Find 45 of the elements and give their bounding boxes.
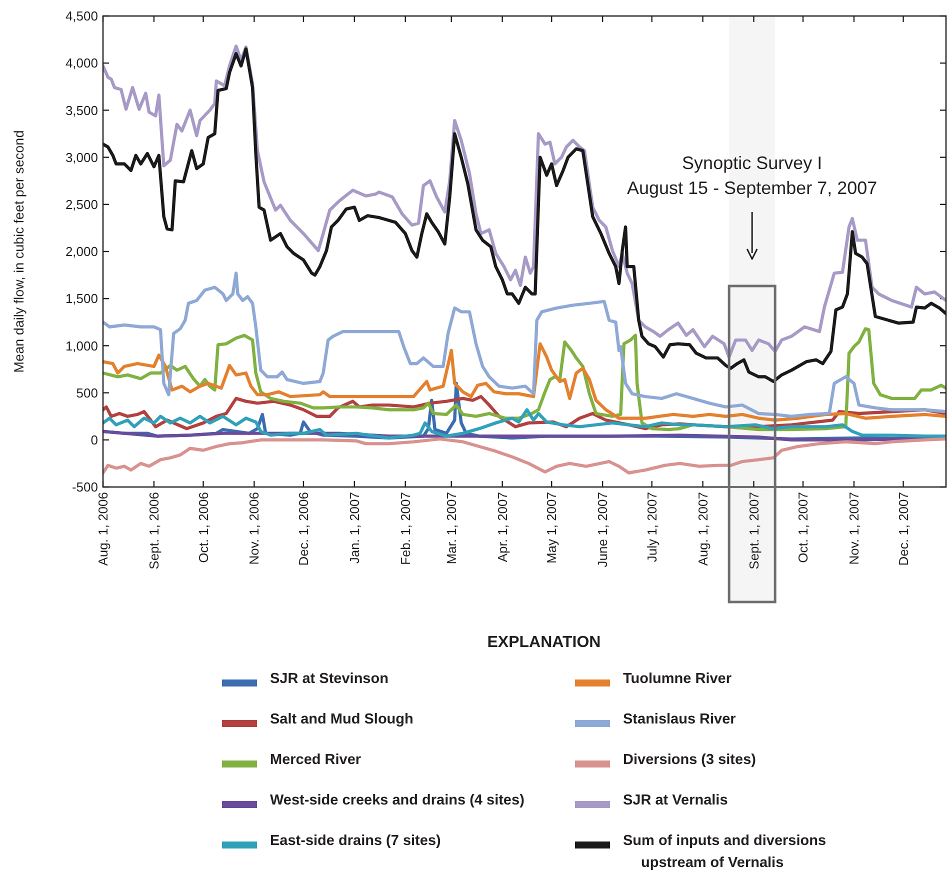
x-tick-label: Oct. 1, 2007 (796, 492, 811, 563)
legend-label: Stanislaus River (623, 712, 736, 728)
y-tick-label: 3,000 (65, 150, 98, 165)
x-tick-label: Aug. 1, 2007 (695, 492, 710, 566)
band-label: Synoptic Survey I August 15 - September 7, 2007 (627, 153, 878, 198)
x-tick-label: Sept. 1, 2006 (146, 492, 162, 570)
legend-label: Sum of inputs and diversions upstream of Vernalis (623, 833, 826, 871)
line-series (103, 342, 946, 422)
legend-title: EXPLANATION (487, 634, 601, 651)
x-tick-label: Apr. 1, 2007 (494, 492, 510, 562)
x-tick-label: Dec. 1, 2006 (296, 492, 312, 566)
x-tick-label: Dec. 1, 2007 (896, 492, 911, 566)
line-series (103, 408, 946, 440)
x-tick-label: Feb. 1, 2007 (398, 492, 413, 565)
y-tick-label: 2,000 (65, 244, 98, 260)
legend-label: Diversions (3 sites) (623, 752, 756, 768)
legend-label: Tuolumne River (623, 671, 732, 687)
y-tick-label: 3,500 (65, 102, 98, 118)
x-tick-label: Oct. 1, 2006 (196, 492, 211, 563)
y-tick-label: 4,500 (65, 8, 98, 24)
legend-label: Merced River (270, 752, 362, 768)
line-series (103, 272, 946, 418)
y-tick-label: 0 (90, 432, 98, 448)
x-tick-label: Nov. 1, 2007 (846, 492, 862, 565)
line-series (103, 437, 946, 474)
x-tick-label: June 1, 2007 (595, 492, 610, 568)
x-tick-label: July 1, 2007 (644, 492, 660, 562)
x-tick-label: May 1, 2007 (544, 492, 560, 564)
legend-label: East-side drains (7 sites) (270, 833, 442, 849)
legend-label: West-side creeks and drains (4 sites) (270, 792, 525, 808)
y-tick-label: 4,000 (65, 56, 98, 71)
legend-label: SJR at Vernalis (623, 792, 728, 808)
y-tick-label: 1,500 (65, 291, 98, 306)
legend-label: Salt and Mud Slough (270, 712, 414, 728)
x-tick-label: Sept. 1, 2007 (746, 492, 762, 570)
x-tick-label: Aug. 1, 2006 (96, 492, 111, 566)
y-tick-label: 1,000 (65, 338, 98, 354)
y-axis-title: Mean daily flow, in cubic feet per second (12, 130, 27, 373)
y-tick-label: 2,500 (65, 196, 98, 212)
x-tick-label: Jan. 1, 2007 (346, 492, 362, 564)
y-tick-label: 500 (76, 385, 98, 400)
legend-label: SJR at Stevinson (270, 671, 388, 687)
x-tick-label: Mar. 1, 2007 (444, 492, 459, 564)
x-tick-label: Nov. 1, 2006 (246, 492, 262, 565)
y-tick-label: -500 (72, 480, 98, 495)
